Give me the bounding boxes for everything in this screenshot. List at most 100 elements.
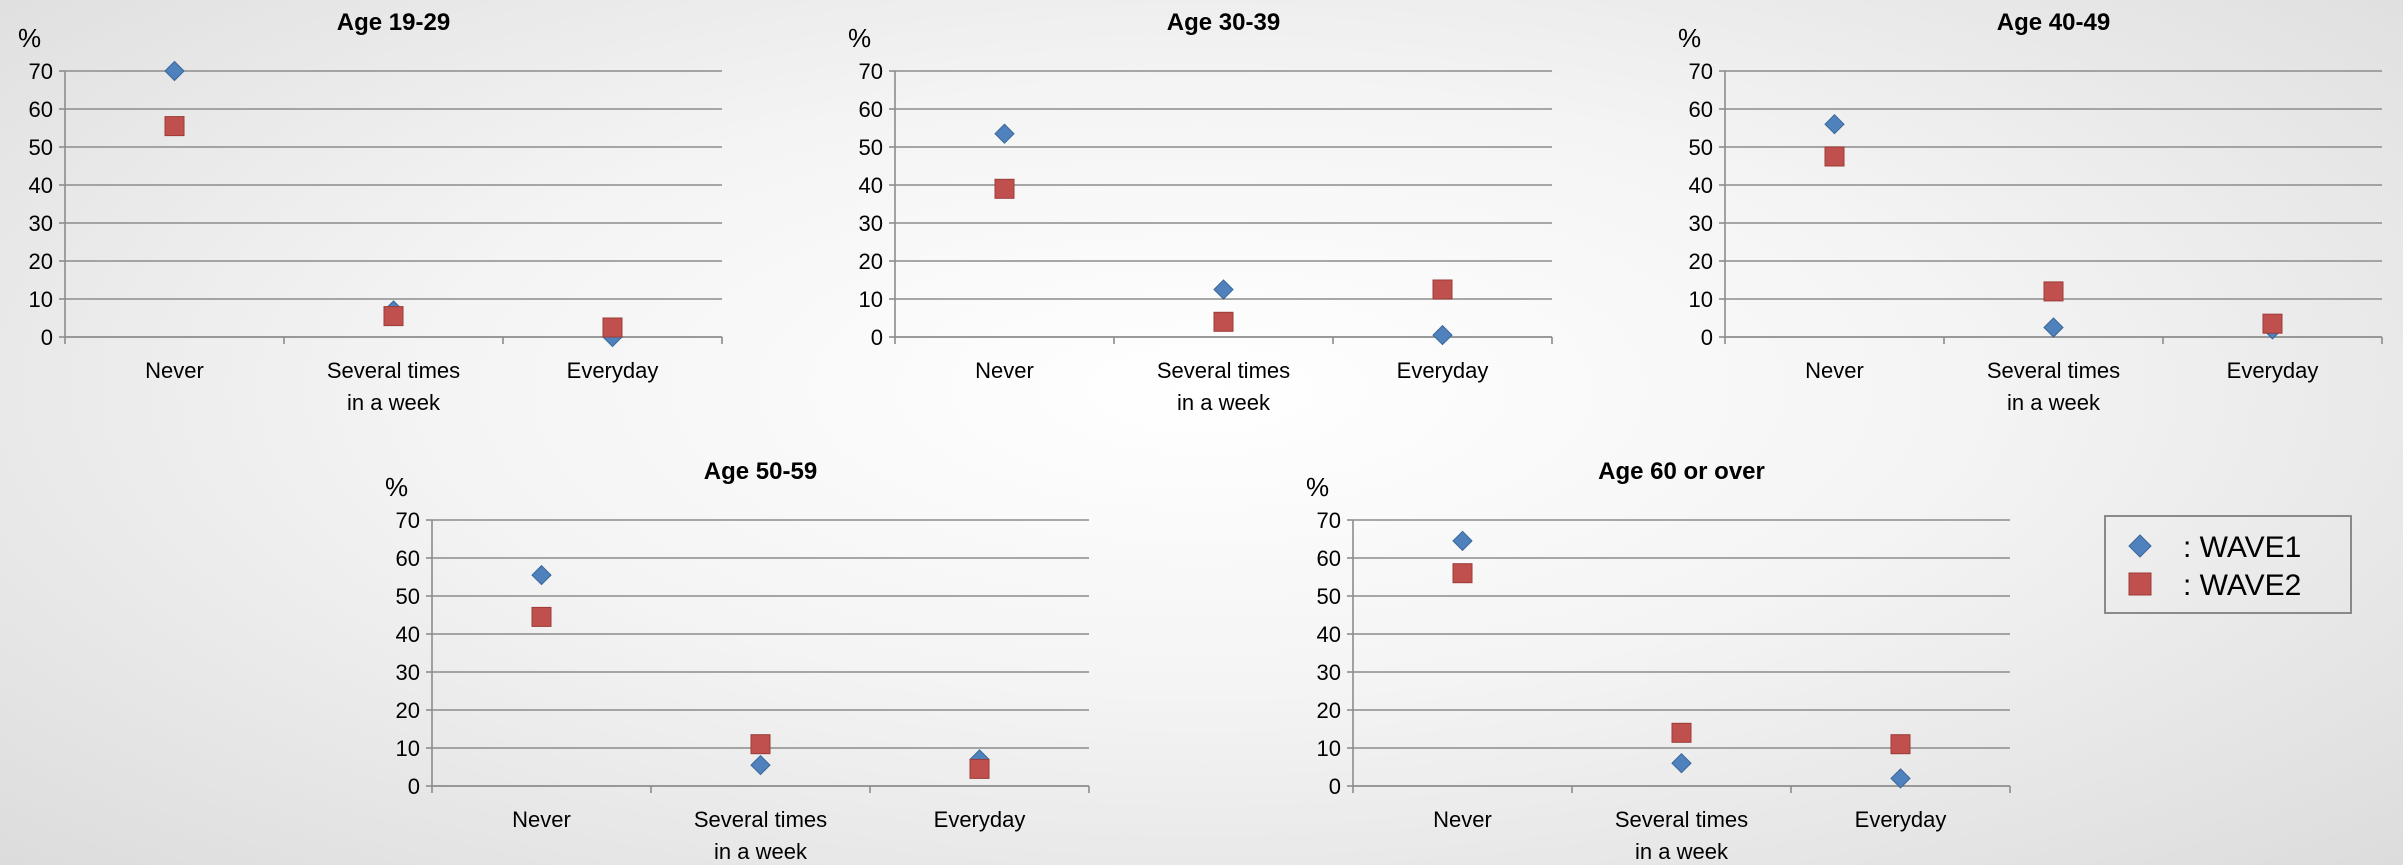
- wave2-point: [1432, 279, 1453, 300]
- wave2-point: [602, 317, 623, 338]
- y-tick-label: 40: [396, 622, 420, 647]
- y-tick-label: 30: [859, 211, 883, 236]
- wave2-point: [1824, 146, 1845, 167]
- y-tick-label: 50: [859, 135, 883, 160]
- chart-title: Age 60 or over: [1598, 458, 1765, 485]
- wave1-point: [531, 564, 552, 586]
- x-category-label: Several times in a week: [1615, 807, 1748, 864]
- chart-title: Age 19-29: [337, 9, 450, 36]
- y-tick-label: 70: [1317, 508, 1341, 533]
- wave2-point: [2043, 281, 2064, 302]
- x-category-label: Several times in a week: [1157, 358, 1290, 415]
- legend-wave2-label: : WAVE2: [2183, 569, 2301, 602]
- chart-4: Age 50-59% 0 10 20 30 40 50 60 70 Never Several ti…: [385, 458, 1090, 864]
- y-tick-label: 20: [1317, 698, 1341, 723]
- wave2-point: [1213, 311, 1234, 332]
- y-tick-label: 10: [1317, 736, 1341, 761]
- wave2-point: [164, 116, 185, 137]
- y-tick-label: 20: [859, 249, 883, 274]
- legend: : WAVE1 : WAVE2: [2104, 515, 2352, 614]
- legend-wave1-label: : WAVE1: [2183, 531, 2301, 564]
- y-tick-label: 30: [396, 660, 420, 685]
- wave2-point: [2262, 313, 2283, 334]
- legend-wave2-marker: [2128, 572, 2152, 596]
- y-axis-unit-label: %: [1306, 472, 1329, 502]
- wave1-point: [1890, 768, 1911, 789]
- y-tick-label: 40: [29, 173, 53, 198]
- y-tick-label: 0: [1329, 774, 1341, 799]
- y-tick-label: 70: [29, 59, 53, 84]
- y-tick-label: 0: [408, 774, 420, 799]
- x-category-label: Never: [1805, 358, 1864, 383]
- y-tick-label: 20: [396, 698, 420, 723]
- y-tick-label: 40: [1689, 173, 1713, 198]
- wave1-point: [994, 123, 1015, 144]
- y-axis-unit-label: %: [385, 472, 408, 502]
- wave1-point: [1432, 324, 1453, 346]
- x-category-label: Several times in a week: [327, 358, 460, 415]
- chart-title: Age 30-39: [1167, 9, 1280, 36]
- wave1-point: [1452, 530, 1473, 552]
- legend-box: [2104, 515, 2352, 614]
- x-category-label: Several times in a week: [694, 807, 827, 864]
- wave2-point: [969, 758, 990, 779]
- y-tick-label: 0: [1701, 325, 1713, 350]
- y-tick-label: 40: [1317, 622, 1341, 647]
- wave2-point: [1671, 722, 1692, 743]
- wave2-point: [1452, 563, 1473, 584]
- x-category-label: Never: [145, 358, 204, 383]
- y-tick-label: 70: [859, 59, 883, 84]
- wave2-point: [750, 734, 771, 755]
- x-category-label: Everyday: [1397, 358, 1489, 383]
- x-category-label: Everyday: [1855, 807, 1947, 832]
- y-tick-label: 50: [1689, 135, 1713, 160]
- y-tick-label: 20: [29, 249, 53, 274]
- chart-title: Age 40-49: [1997, 9, 2110, 36]
- chart-2: Age 30-39% 0 10 20 30 40 50 60 70 Never Several ti…: [848, 9, 1553, 415]
- y-tick-label: 40: [859, 173, 883, 198]
- y-tick-label: 30: [29, 211, 53, 236]
- y-tick-label: 50: [29, 135, 53, 160]
- y-tick-label: 70: [1689, 59, 1713, 84]
- chart-3: Age 40-49% 0 10 20 30 40 50 60 70 Never Several ti…: [1678, 9, 2383, 415]
- wave2-point: [994, 178, 1015, 199]
- y-tick-label: 20: [1689, 249, 1713, 274]
- y-tick-label: 50: [1317, 584, 1341, 609]
- wave2-point: [531, 606, 552, 627]
- x-category-label: Several times in a week: [1987, 358, 2120, 415]
- chart-title: Age 50-59: [704, 458, 817, 485]
- wave2-point: [383, 306, 404, 327]
- y-tick-label: 30: [1689, 211, 1713, 236]
- wave1-point: [1213, 279, 1234, 300]
- wave1-point: [1671, 752, 1692, 774]
- x-category-label: Everyday: [934, 807, 1026, 832]
- y-axis-unit-label: %: [848, 23, 871, 53]
- x-category-label: Never: [975, 358, 1034, 383]
- chart-5: Age 60 or over% 0 10 20 30 40 50 60 70 Never Sever…: [1306, 458, 2011, 864]
- y-tick-label: 10: [29, 287, 53, 312]
- y-tick-label: 50: [396, 584, 420, 609]
- wave1-point: [1824, 113, 1845, 135]
- x-category-label: Never: [1433, 807, 1492, 832]
- wave1-point: [750, 754, 771, 776]
- y-tick-label: 0: [41, 325, 53, 350]
- y-tick-label: 10: [396, 736, 420, 761]
- y-tick-label: 10: [859, 287, 883, 312]
- y-tick-label: 70: [396, 508, 420, 533]
- x-category-label: Everyday: [2227, 358, 2319, 383]
- y-tick-label: 60: [1317, 546, 1341, 571]
- wave1-point: [164, 60, 185, 82]
- y-tick-label: 0: [871, 325, 883, 350]
- x-category-label: Everyday: [567, 358, 659, 383]
- y-tick-label: 10: [1689, 287, 1713, 312]
- y-tick-label: 60: [29, 97, 53, 122]
- x-category-label: Never: [512, 807, 571, 832]
- chart-1: Age 19-29% 0 10 20 30 40 50 60 70 Never Several ti…: [18, 9, 723, 415]
- y-axis-unit-label: %: [1678, 23, 1701, 53]
- legend-wave1-marker: [2128, 534, 2152, 558]
- y-tick-label: 30: [1317, 660, 1341, 685]
- y-tick-label: 60: [1689, 97, 1713, 122]
- y-tick-label: 60: [859, 97, 883, 122]
- y-tick-label: 60: [396, 546, 420, 571]
